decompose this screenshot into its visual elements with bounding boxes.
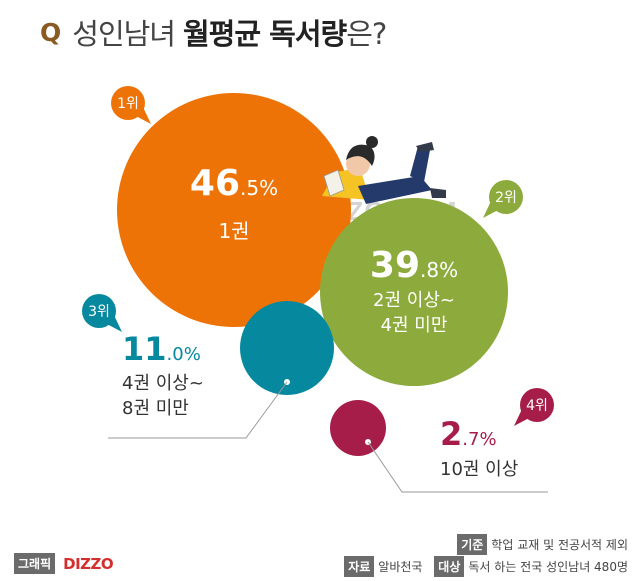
bubble-3 — [240, 301, 334, 395]
rank-badge-1 — [111, 86, 145, 120]
rank-label-4: 4위 — [526, 398, 548, 414]
rank-badge-2 — [489, 180, 523, 214]
bubble-1 — [117, 93, 351, 327]
category-label-3-2: 8권 미만 — [122, 398, 189, 419]
girl-hair-bun — [366, 136, 378, 148]
girl-shoe — [416, 142, 434, 152]
value-int-4: 2 — [440, 415, 462, 453]
girl-raised-leg — [410, 146, 430, 182]
category-label-3-1: 4권 이상~ — [122, 373, 204, 394]
source-text: 알바천국 — [378, 560, 423, 574]
credit-tag: 그래픽 — [14, 553, 56, 574]
category-label-4-1: 10권 이상 — [440, 459, 518, 480]
category-label-2-1: 2권 이상~ — [373, 290, 455, 311]
value-int-1: 46 — [190, 163, 240, 204]
basis-tag: 기준 — [457, 534, 488, 555]
value-dec-2: .8% — [420, 258, 458, 282]
bubble-4 — [330, 400, 386, 456]
leader-line-3 — [108, 381, 288, 439]
chart-title: Q 성인남녀 월평균 독서량 은? — [40, 10, 387, 54]
basis-note: 기준 학업 교재 및 전공서적 제외 — [457, 534, 628, 555]
rank-badge-3 — [82, 294, 116, 328]
value-dec-1: .5% — [240, 176, 278, 200]
title-suffix: 은? — [346, 17, 387, 51]
value-int-3: 11 — [122, 330, 167, 368]
rank-badge-4 — [520, 388, 554, 422]
title-bold: 월평균 독서량 — [183, 17, 347, 51]
girl-face — [346, 152, 370, 176]
girl-shoe-2 — [430, 188, 446, 198]
value-dec-4: .7% — [462, 429, 496, 450]
rank-label-3: 3위 — [88, 304, 110, 320]
value-int-2: 39 — [370, 245, 420, 286]
rank-label-1: 1위 — [117, 96, 139, 112]
value-label-4: 2.7% — [440, 415, 497, 453]
question-mark-label: Q — [40, 17, 61, 47]
basis-text: 학업 교재 및 전공서적 제외 — [491, 538, 628, 552]
graphic-credit: 그래픽 DIZZO — [14, 553, 114, 574]
value-label-2: 39.8% — [370, 245, 458, 286]
source-note: 자료 알바천국 대상 독서 하는 전국 성인남녀 480명 — [344, 556, 628, 577]
category-label-1-1: 1권 — [218, 219, 249, 243]
rank-label-2: 2위 — [495, 190, 517, 206]
girl-legs — [358, 176, 432, 204]
value-label-3: 11.0% — [122, 330, 201, 368]
target-text: 독서 하는 전국 성인남녀 480명 — [468, 560, 628, 574]
leader-line-4 — [367, 441, 548, 493]
girl-hair — [346, 144, 375, 166]
title-normal: 성인남녀 — [72, 17, 176, 51]
bubble-2 — [320, 198, 508, 386]
value-label-1: 46.5% — [190, 163, 278, 204]
target-tag: 대상 — [434, 556, 465, 577]
book-icon — [323, 169, 345, 197]
source-tag: 자료 — [344, 556, 375, 577]
credit-brand: DIZZO — [63, 554, 114, 573]
category-label-2-2: 4권 미만 — [381, 315, 448, 336]
value-dec-3: .0% — [167, 344, 201, 365]
